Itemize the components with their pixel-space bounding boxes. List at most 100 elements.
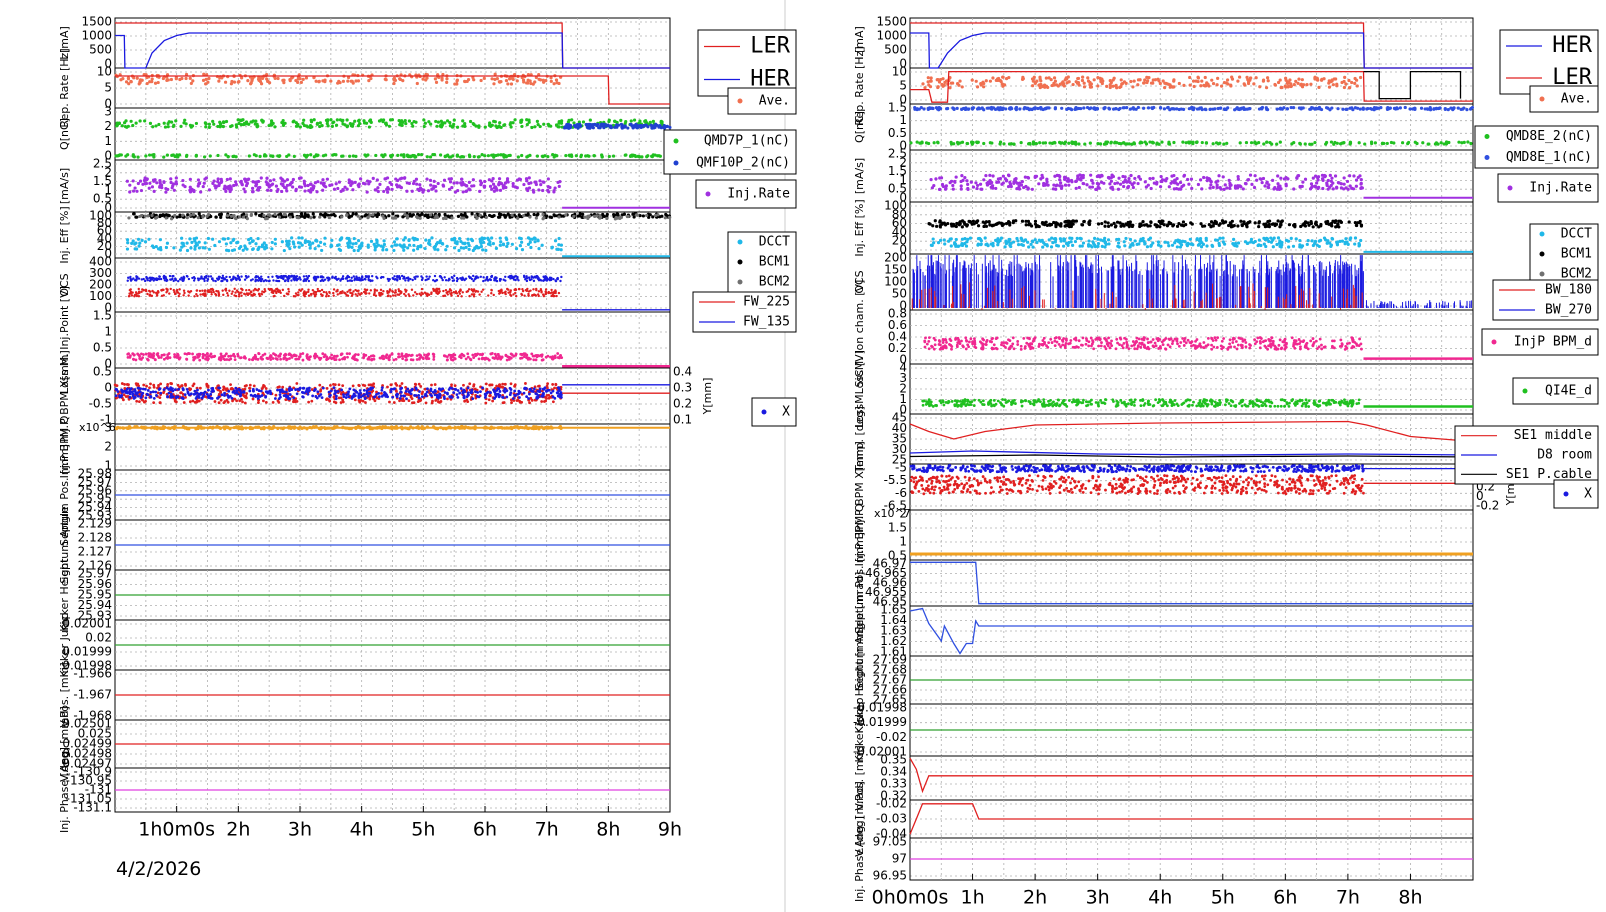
left-dcct-point — [308, 246, 312, 250]
left-q1-point — [535, 119, 539, 123]
left-fw225-point — [346, 294, 350, 297]
left-fw225-point — [263, 288, 266, 291]
left-fw135-point — [288, 277, 291, 280]
left-loss-point — [254, 357, 258, 361]
left-q1-point — [221, 125, 225, 129]
left-rep-ave-line — [115, 75, 670, 105]
left-bpmx-red-point — [433, 383, 437, 386]
left-loss-point — [418, 353, 421, 357]
left-bpmx-red-point — [547, 396, 551, 400]
left-fw135-point — [363, 277, 366, 281]
left-bpmx-blue-point — [399, 394, 403, 398]
left-bpmx-blue-point — [542, 391, 545, 395]
left-injrate-point — [189, 189, 193, 193]
left-dcct-point — [466, 237, 470, 241]
left-injrate-point — [234, 180, 238, 184]
left-bcm1-point — [303, 212, 307, 216]
left-ytick-label: 2 — [104, 119, 112, 133]
left-injrate-point — [378, 182, 382, 186]
left-ylabel: [mA/s] — [58, 168, 71, 204]
left-fw135-point — [299, 278, 302, 281]
left-fw225-point — [368, 292, 371, 295]
left-bpmx-red-point — [361, 399, 365, 403]
left-loss-point — [294, 354, 298, 357]
left-q3-point — [458, 155, 463, 159]
left-bcm2-point — [390, 216, 395, 220]
left-fw225-point — [193, 295, 196, 298]
left-fw225-point — [364, 291, 367, 295]
left-injrate-point — [128, 183, 132, 187]
left-bpmx-red-point — [158, 396, 162, 400]
left-fw225-point — [449, 292, 452, 295]
left-q1-point — [364, 121, 369, 125]
left-fw135-point — [313, 277, 316, 280]
left-rep-rate-point — [281, 78, 285, 82]
left-injrate-point — [251, 186, 255, 190]
left-bpmx-red-point — [364, 401, 367, 404]
left-loss-point — [338, 358, 341, 362]
left-injrate-point — [309, 190, 313, 194]
left-injrate-point — [527, 186, 532, 190]
left-loss-point — [390, 352, 394, 356]
left-injrate-point — [382, 189, 386, 194]
left-bpmx-blue-point — [159, 391, 163, 395]
left-bpmx-blue-point — [492, 397, 496, 400]
left-loss-point — [233, 358, 237, 361]
left-dcct-point — [235, 241, 239, 245]
left-bpmx-blue-point — [155, 394, 158, 397]
left-fw225-point — [454, 290, 458, 293]
left-q1-point — [138, 119, 142, 123]
left-injrate-point — [416, 187, 420, 191]
left-loss-point — [367, 356, 371, 360]
left-right-ylabel: Y[mm] — [701, 378, 714, 416]
left-bpmx-blue-point — [266, 390, 270, 394]
left-fw135-point — [525, 275, 528, 278]
left-q1-point — [267, 123, 271, 128]
left-q2-point — [626, 126, 630, 130]
left-bpmx-blue-point — [181, 387, 185, 390]
left-dcct-point — [307, 243, 312, 247]
left-injrate-point — [166, 187, 170, 192]
left-injrate-point — [341, 188, 345, 192]
left-injrate-point — [199, 190, 203, 194]
left-fw225-point — [505, 287, 509, 291]
left-loss-point — [201, 356, 205, 360]
left-bcm2-point — [625, 214, 630, 219]
left-q3-point — [309, 153, 313, 157]
left-fw225-point — [391, 289, 394, 293]
left-dcct-point — [158, 238, 162, 242]
left-rep-rate-point — [296, 80, 300, 84]
left-fw225-point — [446, 290, 449, 294]
left-rep-rate-point — [207, 76, 211, 81]
left-bpmx-blue-point — [234, 386, 238, 390]
left-fw135-point — [290, 279, 293, 282]
left-injrate-point — [415, 182, 419, 186]
left-fw225-point — [382, 290, 385, 293]
left-bcm1-point — [517, 213, 521, 217]
left-fw225-point — [352, 290, 355, 293]
left-bpmx-blue-point — [559, 396, 563, 399]
left-bpmx-blue-point — [417, 393, 421, 397]
left-fw135-point — [411, 278, 414, 282]
left-q1-point — [398, 123, 402, 127]
left-dcct-point — [227, 249, 231, 253]
left-injrate-point — [254, 182, 259, 187]
left-q3-point — [351, 154, 356, 158]
left-bpmx-blue-point — [465, 395, 469, 399]
left-q3-point — [334, 153, 338, 157]
left-q1-point — [434, 119, 438, 124]
left-dcct-point — [357, 245, 361, 249]
left-bpmx-red-point — [179, 391, 183, 395]
left-bpmx-red-point — [513, 384, 516, 388]
left-bpmx-blue-point — [414, 386, 418, 390]
left-q1-point — [326, 124, 330, 128]
left-rep-rate-point — [184, 72, 189, 77]
left-injrate-point — [353, 180, 357, 184]
left-dcct-point — [185, 241, 189, 245]
left-fw225-point — [350, 294, 354, 297]
left-ylabel: V.Pos. [mm] — [58, 662, 71, 727]
left-q1-point — [335, 118, 339, 122]
left-injrate-point — [272, 178, 276, 182]
left-bcm2-point — [169, 217, 174, 221]
left-fw135-point — [441, 278, 444, 282]
